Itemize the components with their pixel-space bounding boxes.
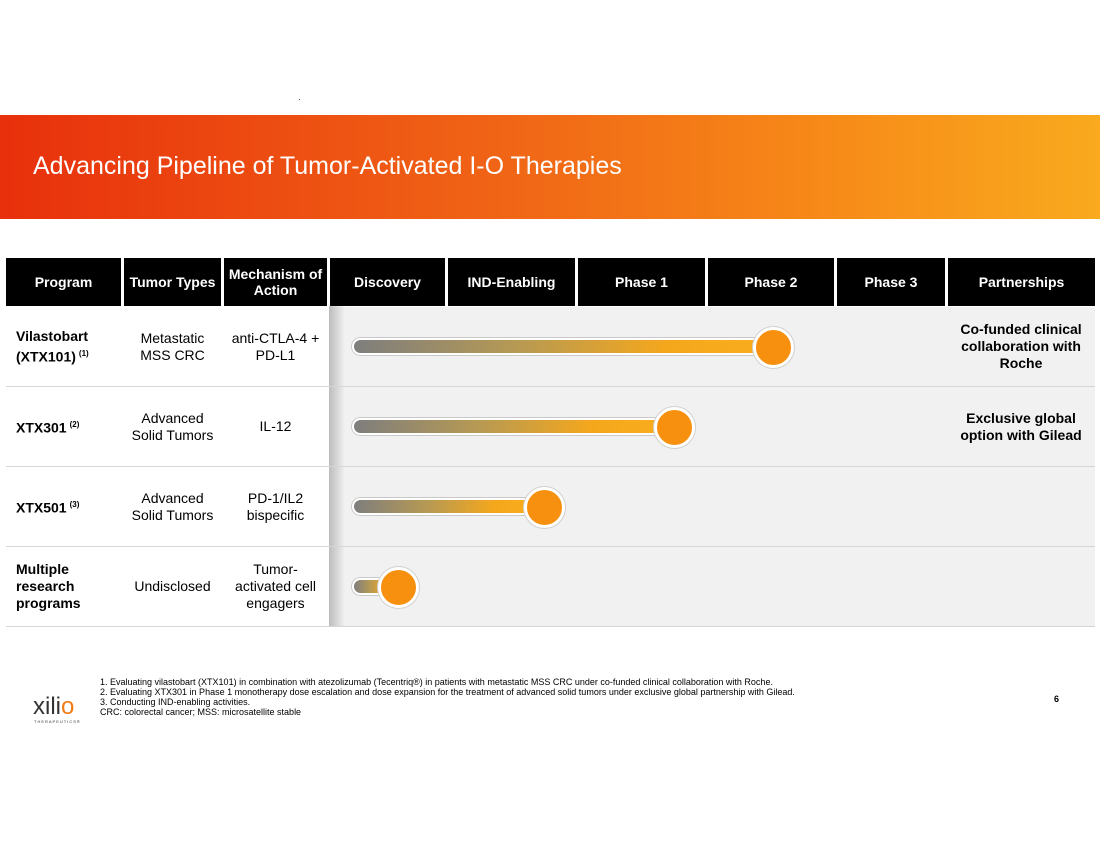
footnotes: 1. Evaluating vilastobart (XTX101) in co…: [100, 677, 795, 717]
mechanism-of-action: Tumor-activated cell engagers: [235, 561, 316, 611]
footnote-2: 2. Evaluating XTX301 in Phase 1 monother…: [100, 687, 795, 697]
row-bg: [329, 547, 1095, 626]
pipeline-progress-bar: [352, 418, 674, 435]
program-label: XTX301: [16, 419, 67, 436]
row-divider: [6, 466, 1095, 467]
program-name: XTX501 (3): [16, 467, 122, 546]
logo-word-prefix: xili: [33, 693, 61, 720]
tumor-types: Advanced Solid Tumors: [131, 409, 214, 443]
logo-subtitle: THERAPEUTICS®: [34, 719, 81, 724]
footnote-ref: (2): [69, 420, 80, 430]
program-name: XTX301 (2): [16, 387, 122, 466]
header-phase3: Phase 3: [837, 258, 945, 306]
company-logo: xilio THERAPEUTICS®: [33, 695, 93, 725]
program-name: Vilastobart (XTX101) (1): [16, 307, 122, 386]
partnership-text: Exclusive global option with Gilead: [960, 409, 1082, 443]
partnership-text: Co-funded clinical collaboration with Ro…: [960, 321, 1082, 371]
row-divider: [6, 546, 1095, 547]
stray-dot: [299, 99, 300, 100]
row-divider: [6, 626, 1095, 627]
footnote-ref: (1): [78, 348, 89, 358]
program-name: Multiple research programs: [16, 547, 106, 626]
header-phase2: Phase 2: [708, 258, 834, 306]
footnote-3: 3. Conducting IND-enabling activities.: [100, 697, 251, 707]
footnote-1: 1. Evaluating vilastobart (XTX101) in co…: [100, 677, 773, 687]
page-number: 6: [1054, 694, 1060, 704]
stage-marker: [753, 327, 795, 368]
program-label: Vilastobart (XTX101): [16, 327, 89, 365]
page-title: Advancing Pipeline of Tumor-Activated I-…: [33, 152, 622, 180]
header-discovery: Discovery: [330, 258, 445, 306]
header-phase1: Phase 1: [578, 258, 705, 306]
logo-word-suffix: o: [61, 693, 75, 720]
title-banner: Advancing Pipeline of Tumor-Activated I-…: [0, 115, 1100, 219]
pipeline-progress-bar: [352, 338, 774, 355]
header-mechanism: Mechanism of Action: [224, 258, 327, 306]
footnote-abbreviations: CRC: colorectal cancer; MSS: microsatell…: [100, 707, 302, 717]
stage-marker: [377, 567, 419, 608]
header-tumor-types: Tumor Types: [124, 258, 221, 306]
stage-marker: [653, 407, 695, 448]
program-label: Multiple research programs: [16, 561, 81, 611]
program-label: XTX501: [16, 499, 67, 516]
mechanism-of-action: anti-CTLA-4 + PD-L1: [231, 329, 320, 363]
tumor-types: Advanced Solid Tumors: [131, 489, 214, 523]
tumor-types: Metastatic MSS CRC: [140, 329, 205, 363]
mechanism-of-action: IL-12: [259, 418, 292, 434]
tumor-types: Undisclosed: [134, 578, 211, 594]
mechanism-of-action: PD-1/IL2 bispecific: [246, 489, 305, 523]
footnote-ref: (3): [69, 500, 80, 510]
stage-marker: [523, 487, 565, 528]
header-program: Program: [6, 258, 121, 306]
header-partnerships: Partnerships: [948, 258, 1095, 306]
logo-wordmark: xilio: [33, 695, 74, 719]
row-divider: [6, 386, 1095, 387]
pipeline-progress-bar: [352, 498, 544, 515]
header-ind-enabling: IND-Enabling: [448, 258, 575, 306]
